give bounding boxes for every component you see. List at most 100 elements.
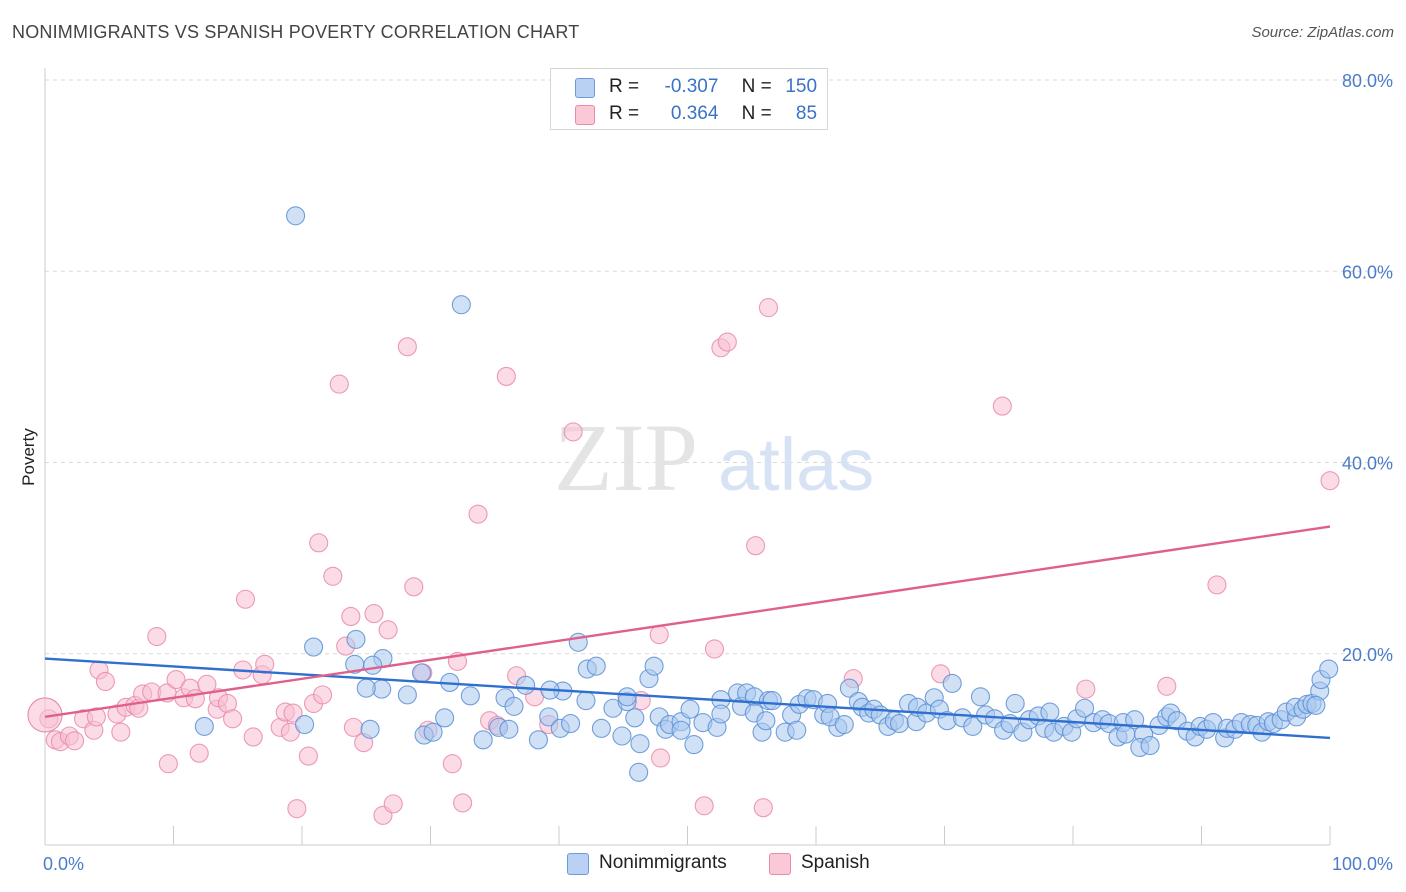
spanish-point xyxy=(758,298,779,318)
nonimmigrants-point xyxy=(435,708,455,728)
spanish-point xyxy=(243,727,263,747)
legend-n-label: N = xyxy=(741,103,772,124)
spanish-point xyxy=(753,798,773,818)
spanish-point xyxy=(404,577,424,597)
spanish-point xyxy=(95,671,115,692)
spanish-point xyxy=(746,536,766,556)
nonimmigrants-point xyxy=(684,735,704,755)
legend-n-value: 150 xyxy=(785,76,818,97)
nonimmigrants-point xyxy=(516,675,536,695)
spanish-point xyxy=(298,746,318,766)
nonimmigrants-point xyxy=(561,714,581,734)
spanish-point xyxy=(283,703,303,723)
y-tick-label: 40.0% xyxy=(1342,454,1393,474)
spanish-point xyxy=(329,374,349,394)
spanish-point xyxy=(65,731,85,751)
nonimmigrants-point xyxy=(460,686,480,706)
nonimmigrants-point xyxy=(1306,695,1326,715)
spanish-point xyxy=(309,533,329,553)
nonimmigrants-point xyxy=(889,714,910,734)
nonimmigrants-point xyxy=(711,704,731,724)
nonimmigrants-point xyxy=(644,656,664,676)
grid-lines xyxy=(45,79,1393,655)
spanish-point xyxy=(442,754,462,774)
nonimmigrants-point xyxy=(787,720,807,740)
spanish-point xyxy=(323,566,343,586)
spanish-point xyxy=(147,626,167,647)
nonimmigrants-point xyxy=(1319,659,1339,679)
spanish-point xyxy=(86,707,106,727)
nonimmigrants-point xyxy=(834,714,854,735)
nonimmigrants-point xyxy=(629,762,649,782)
watermark: ZIP atlas xyxy=(554,404,874,511)
nonimmigrants-point xyxy=(617,687,637,707)
legend-r-label: R = xyxy=(609,76,640,97)
nonimmigrants-point xyxy=(411,663,432,683)
nonimmigrants-point xyxy=(345,654,365,674)
x-tick-label-max: 100.0% xyxy=(1332,854,1393,874)
nonimmigrants-point xyxy=(1040,702,1060,722)
legend-n-value: 85 xyxy=(795,103,818,124)
nonimmigrants-point xyxy=(304,637,324,657)
spanish-point xyxy=(1207,575,1227,595)
y-tick-label: 60.0% xyxy=(1342,262,1393,282)
nonimmigrants-point xyxy=(1140,735,1160,756)
nonimmigrants-point xyxy=(423,722,443,742)
nonimmigrants-point xyxy=(625,708,645,728)
bottom-legend-label: Spanish xyxy=(801,852,870,873)
x-tick-label-min: 0.0% xyxy=(43,854,84,874)
spanish-point xyxy=(1076,679,1096,699)
nonimmigrants-point xyxy=(363,655,383,675)
y-tick-label: 80.0% xyxy=(1342,71,1393,91)
y-tick-label: 20.0% xyxy=(1342,645,1393,665)
spanish-point xyxy=(158,754,178,774)
spanish-point xyxy=(496,366,516,386)
nonimmigrants-point xyxy=(1075,698,1095,718)
nonimmigrants-point xyxy=(1125,710,1145,730)
spanish-point xyxy=(185,689,205,709)
stats-legend: R = -0.307 N = 150 R = 0.364 N = 85 xyxy=(550,68,828,130)
nonimmigrants-point xyxy=(680,699,700,719)
legend-r-value: -0.307 xyxy=(664,76,719,97)
nonimmigrants-point xyxy=(356,678,376,698)
spanish-point xyxy=(343,717,363,737)
nonimmigrants-point xyxy=(630,734,650,754)
spanish-point xyxy=(650,748,671,768)
watermark-atlas: atlas xyxy=(718,423,874,506)
spanish-point xyxy=(166,670,186,690)
spanish-point xyxy=(704,639,725,659)
nonimmigrants-point xyxy=(528,730,548,750)
nonimmigrants-point xyxy=(346,629,366,649)
bottom-legend-swatch-pink xyxy=(769,853,791,875)
spanish-point xyxy=(364,604,384,624)
nonimmigrants-point xyxy=(762,691,782,711)
source-label: Source: ZipAtlas.com xyxy=(1251,24,1394,41)
nonimmigrants-point xyxy=(839,678,859,698)
spanish-point xyxy=(992,396,1012,416)
spanish-point xyxy=(453,793,473,813)
nonimmigrants-point xyxy=(970,687,991,707)
legend-n-label: N = xyxy=(741,76,772,97)
spanish-point xyxy=(649,625,669,645)
nonimmigrants-point xyxy=(756,711,776,731)
legend-swatch-blue xyxy=(575,78,595,98)
nonimmigrants-point xyxy=(295,714,315,735)
spanish-point xyxy=(111,722,131,742)
spanish-point xyxy=(341,606,361,627)
bottom-legend-swatch-blue xyxy=(567,853,589,875)
nonimmigrants-point xyxy=(499,719,519,739)
nonimmigrants-point xyxy=(360,719,380,739)
nonimmigrants-point xyxy=(504,696,524,716)
y-axis-label: Poverty xyxy=(19,428,38,486)
nonimmigrants-point xyxy=(286,206,306,226)
trend-lines xyxy=(44,525,1331,740)
spanish-point xyxy=(468,504,488,524)
watermark-zip: ZIP xyxy=(554,404,698,511)
legend-r-value: 0.364 xyxy=(670,103,719,124)
spanish-point xyxy=(563,422,583,442)
spanish-point xyxy=(717,332,737,352)
nonimmigrants-point xyxy=(194,716,214,736)
bottom-legend-label: Nonimmigrants xyxy=(599,852,727,873)
spanish-trend-line xyxy=(44,525,1331,719)
